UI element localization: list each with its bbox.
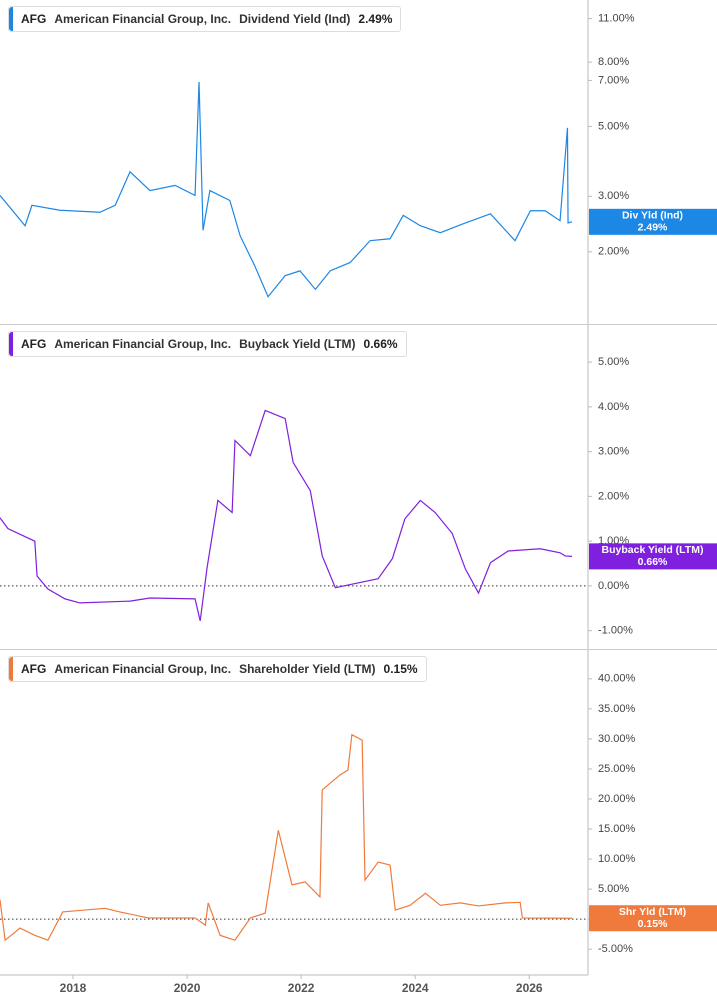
badge-value: 0.15% (638, 918, 668, 930)
legend-entry: Buyback Yield (LTM) (239, 337, 356, 351)
y-tick-label: 2.00% (598, 490, 629, 502)
y-tick-label: 0.00% (598, 580, 629, 592)
ticker: AFG (21, 662, 47, 676)
y-tick-label: 4.00% (598, 401, 629, 413)
y-tick-label: 5.00% (598, 883, 629, 895)
y-tick-label: 10.00% (598, 853, 636, 865)
y-tick-label: 20.00% (598, 793, 636, 805)
x-tick-label: 2018 (60, 981, 87, 995)
legend-header: AFG American Financial Group, Inc. Shareho… (8, 656, 427, 682)
y-tick-label: -5.00% (598, 943, 633, 955)
y-tick-label: 40.00% (598, 673, 636, 685)
series-line (0, 409, 573, 621)
y-tick-label: -1.00% (598, 625, 633, 637)
legend-value: 2.49% (358, 12, 393, 26)
badge-label: Buyback Yield (LTM) (602, 544, 704, 556)
value-badge (589, 208, 717, 235)
legend-color (9, 657, 13, 681)
x-tick-label: 2022 (288, 981, 315, 995)
y-tick-label: 15.00% (598, 823, 636, 835)
x-tick-label: 2024 (402, 981, 429, 995)
y-tick-label: 2.00% (598, 246, 629, 258)
badge-label: Shr Yld (LTM) (619, 906, 686, 918)
y-tick-label: 3.00% (598, 446, 629, 458)
badge-value: 2.49% (638, 222, 668, 234)
legend-entry: Shareholder Yield (LTM) (239, 662, 376, 676)
x-tick-label: 2026 (516, 981, 543, 995)
ticker: AFG (21, 12, 47, 26)
y-tick-label: 30.00% (598, 733, 636, 745)
y-tick-label: 8.00% (598, 56, 629, 68)
company-name: American Financial Group, Inc. (54, 337, 232, 351)
y-tick-label: 35.00% (598, 703, 636, 715)
legend-header: AFG American Financial Group, Inc. Dividen… (8, 6, 402, 32)
y-tick-label: 11.00% (598, 12, 635, 24)
legend-entry: Dividend Yield (Ind) (239, 12, 351, 26)
company-name: American Financial Group, Inc. (54, 12, 232, 26)
legend-header: AFG American Financial Group, Inc. Buyback… (8, 331, 407, 357)
company-name: American Financial Group, Inc. (54, 662, 232, 676)
ticker: AFG (21, 337, 47, 351)
badge-value: 0.66% (638, 556, 668, 568)
value-badge (589, 543, 717, 570)
legend-color (9, 7, 13, 31)
y-tick-label: 3.00% (598, 190, 629, 202)
legend-value: 0.66% (363, 337, 398, 351)
y-tick-label: 5.00% (598, 120, 629, 132)
x-tick-label: 2020 (174, 981, 201, 995)
value-badge (589, 905, 717, 932)
series-line (0, 733, 573, 942)
y-tick-label: 7.00% (598, 74, 629, 86)
series-line (0, 81, 573, 298)
y-tick-label: 5.00% (598, 356, 629, 368)
y-tick-label: 25.00% (598, 763, 636, 775)
legend-color (9, 332, 13, 356)
legend-value: 0.15% (383, 662, 418, 676)
badge-label: Div Yld (Ind) (622, 210, 683, 222)
